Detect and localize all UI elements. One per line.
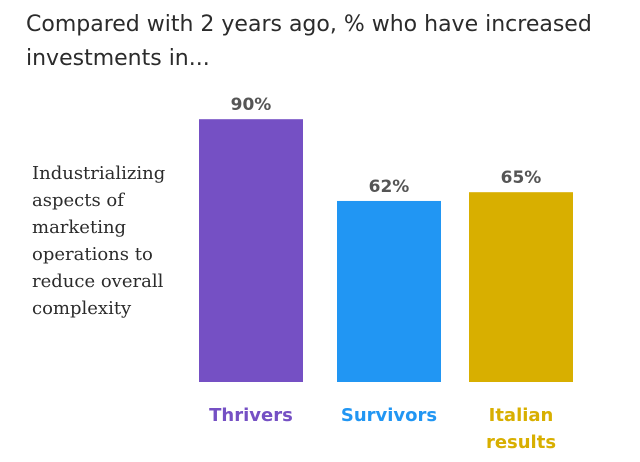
bar-italian-results bbox=[469, 192, 573, 382]
row-label: Industrializing aspects of marketing ope… bbox=[32, 160, 202, 322]
category-label: results bbox=[486, 432, 556, 453]
data-label: 62% bbox=[369, 177, 410, 197]
row-label-line: complexity bbox=[32, 298, 132, 319]
row-label-line: marketing bbox=[32, 217, 127, 238]
data-label: 90% bbox=[231, 95, 272, 115]
category-label: Survivors bbox=[341, 405, 437, 426]
row-label-line: reduce overall bbox=[32, 271, 164, 292]
row-label-line: aspects of bbox=[32, 190, 124, 211]
chart-title-line: investments in... bbox=[26, 46, 210, 71]
chart-title: Compared with 2 years ago, % who have in… bbox=[26, 8, 626, 76]
bar-survivors bbox=[337, 200, 441, 382]
category-label: Italian bbox=[489, 405, 554, 426]
category-label: Thrivers bbox=[209, 405, 293, 426]
chart-title-line: Compared with 2 years ago, % who have in… bbox=[26, 12, 592, 37]
row-label-line: operations to bbox=[32, 244, 153, 265]
bar-thrivers bbox=[199, 119, 303, 382]
row-label-line: Industrializing bbox=[32, 163, 166, 184]
data-label: 65% bbox=[501, 168, 542, 188]
